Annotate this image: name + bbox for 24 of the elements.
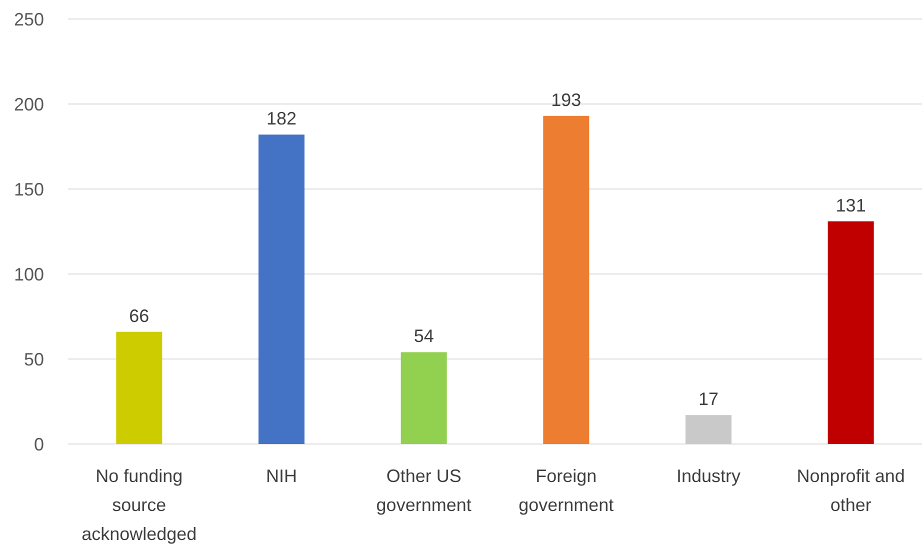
x-tick-label: NIH <box>266 466 297 486</box>
x-tick-label: Industry <box>676 466 741 486</box>
data-label: 182 <box>266 108 297 129</box>
y-tick-label: 50 <box>24 349 44 370</box>
bar <box>258 134 304 444</box>
y-tick-label: 200 <box>14 94 44 114</box>
data-label: 17 <box>698 389 719 410</box>
y-tick-label: 250 <box>14 9 44 30</box>
bar <box>543 116 590 444</box>
data-label: 66 <box>129 306 150 326</box>
y-tick-label: 100 <box>14 264 44 284</box>
x-tick-label: Foreign government <box>518 466 614 515</box>
data-label: 193 <box>551 90 582 110</box>
x-tick-label: Nonprofit and other <box>796 466 905 515</box>
y-tick-label: 150 <box>14 179 44 200</box>
x-tick-label: No funding source acknowledged <box>82 466 197 544</box>
bar <box>116 332 162 444</box>
y-tick-label: 0 <box>34 434 44 454</box>
bar <box>828 221 874 444</box>
x-tick-label: Other US government <box>376 466 472 515</box>
bar <box>686 415 732 444</box>
data-label: 131 <box>836 195 866 216</box>
bar <box>400 352 447 444</box>
data-label: 54 <box>414 326 434 346</box>
